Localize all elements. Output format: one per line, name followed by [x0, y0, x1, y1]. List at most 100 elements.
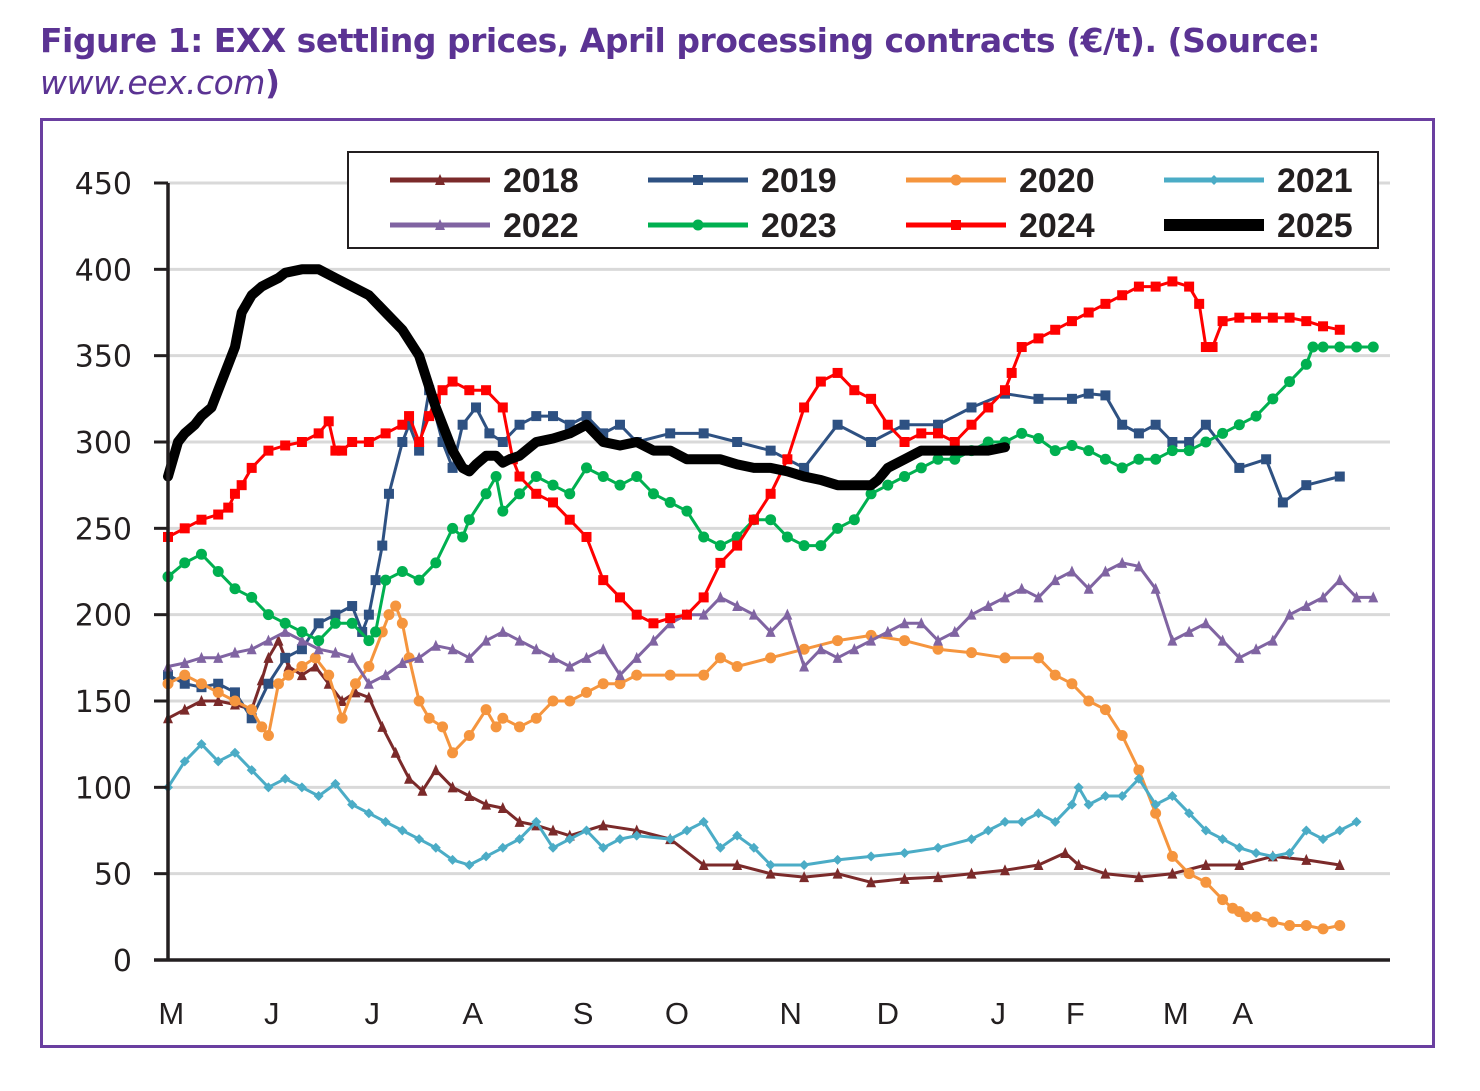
series-2023	[162, 341, 1379, 647]
data-point-2024	[648, 618, 659, 629]
data-point-2023	[457, 531, 469, 543]
legend-item-2020: 2020	[906, 162, 1095, 200]
data-point-2024	[313, 428, 324, 439]
data-point-2024	[1167, 276, 1178, 287]
data-point-2020	[564, 695, 576, 707]
data-point-2023	[1032, 433, 1044, 445]
data-point-2022	[280, 625, 291, 637]
legend-marker	[435, 174, 445, 185]
x-tick-label: M	[1163, 996, 1189, 1031]
data-point-2021	[799, 860, 810, 871]
data-point-2024	[832, 367, 843, 378]
x-tick-label: A	[1232, 996, 1253, 1031]
data-point-2023	[229, 583, 241, 595]
data-point-2022	[447, 643, 458, 655]
data-point-2024	[916, 428, 927, 439]
data-point-2024	[236, 480, 247, 491]
data-point-2020	[256, 721, 268, 733]
data-point-2021	[481, 851, 492, 862]
data-point-2020	[490, 721, 502, 733]
data-point-2019	[447, 462, 458, 473]
data-point-2021	[1133, 773, 1144, 784]
data-point-2022	[715, 591, 726, 603]
data-point-2023	[932, 453, 944, 465]
data-point-2019	[548, 411, 559, 422]
data-point-2021	[665, 834, 676, 845]
data-point-2021	[464, 860, 475, 871]
legend-label: 2018	[503, 162, 579, 200]
data-point-2023	[597, 471, 609, 483]
data-point-2020	[437, 721, 449, 733]
data-point-2020	[1267, 916, 1279, 928]
data-point-2024	[1318, 321, 1329, 332]
data-point-2019	[330, 609, 341, 620]
data-point-2024	[1184, 281, 1195, 292]
data-point-2023	[1200, 436, 1212, 448]
data-point-2023	[497, 505, 509, 517]
legend-marker	[951, 220, 961, 230]
data-point-2024	[1207, 342, 1218, 353]
legend-item-2024: 2024	[906, 207, 1095, 245]
data-point-2024	[514, 471, 525, 482]
data-point-2021	[414, 834, 425, 845]
data-point-2019	[866, 437, 877, 447]
data-point-2024	[782, 454, 793, 465]
data-point-2024	[949, 437, 960, 447]
data-point-2020	[246, 704, 258, 716]
data-point-2019	[246, 713, 257, 724]
data-point-2021	[263, 782, 274, 793]
data-point-2019	[698, 428, 709, 439]
data-point-2023	[1150, 453, 1162, 465]
data-point-2024	[447, 376, 458, 387]
data-point-2019	[1334, 471, 1345, 482]
data-point-2021	[1100, 790, 1111, 801]
data-point-2023	[212, 566, 224, 577]
data-point-2021	[196, 739, 207, 750]
data-point-2020	[631, 669, 643, 681]
data-point-2019	[514, 419, 525, 430]
data-point-2022	[1318, 591, 1329, 603]
data-point-2024	[337, 445, 348, 456]
data-point-2021	[330, 778, 341, 789]
data-point-2022	[196, 651, 207, 663]
data-point-2020	[1032, 652, 1044, 664]
data-point-2020	[530, 712, 542, 724]
legend-item-2025: 2025	[1164, 207, 1353, 245]
data-point-2022	[1200, 617, 1211, 629]
data-point-2021	[1016, 816, 1027, 827]
data-point-2019	[665, 428, 676, 439]
legend-marker	[693, 175, 703, 185]
data-point-2024	[229, 488, 240, 499]
data-point-2023	[195, 548, 207, 560]
data-point-2022	[548, 651, 559, 663]
data-point-2019	[484, 428, 495, 439]
data-point-2024	[614, 592, 625, 603]
data-point-2022	[966, 608, 977, 620]
series-2021	[163, 739, 1362, 871]
data-point-2020	[966, 647, 978, 659]
data-point-2022	[564, 660, 575, 672]
data-point-2019	[347, 601, 358, 612]
data-point-2023	[380, 574, 392, 586]
data-point-2019	[383, 488, 394, 499]
data-point-2022	[1133, 560, 1144, 572]
data-point-2024	[1267, 312, 1278, 323]
data-point-2023	[899, 471, 911, 483]
data-point-2024	[1066, 316, 1077, 327]
data-point-2022	[263, 634, 274, 646]
data-point-2021	[866, 851, 877, 862]
data-point-2022	[1251, 643, 1262, 655]
data-point-2019	[1033, 393, 1044, 404]
data-point-2019	[899, 419, 910, 430]
data-point-2022	[1167, 634, 1178, 646]
data-point-2022	[1184, 625, 1195, 637]
chart-frame	[40, 118, 1435, 1048]
data-point-2023	[882, 479, 894, 491]
data-point-2020	[731, 660, 743, 672]
data-point-2022	[229, 646, 240, 658]
data-point-2024	[983, 402, 994, 413]
data-point-2019	[1150, 419, 1161, 430]
data-point-2022	[815, 643, 826, 655]
data-point-2020	[1183, 868, 1195, 880]
data-point-2023	[490, 471, 502, 483]
